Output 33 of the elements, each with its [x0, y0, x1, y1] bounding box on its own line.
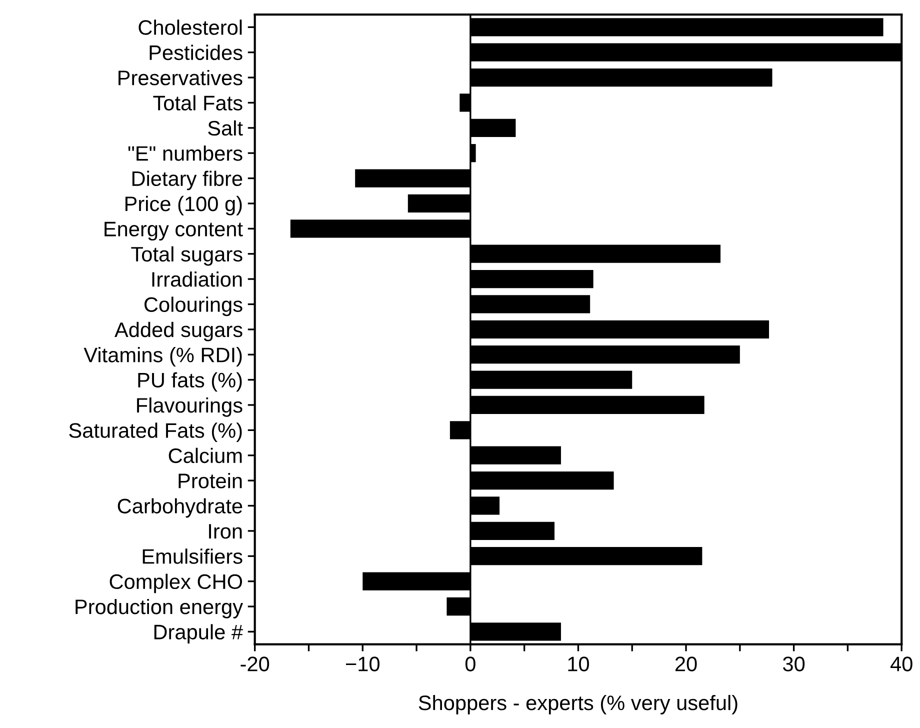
y-tick-label: Flavourings [137, 397, 242, 417]
y-tick-label: Emulsifiers [142, 548, 242, 564]
y-tick-label: "E" numbers [128, 146, 242, 161]
x-tick-label: 0 [465, 656, 476, 672]
x-tick-label: 30 [783, 656, 805, 672]
x-tick-label: −10 [346, 656, 380, 672]
y-tick-label: Pesticides [150, 44, 242, 60]
x-tick-label: 20 [675, 656, 697, 672]
y-tick-label: Carbohydrate [118, 498, 242, 518]
x-tick-label: 40 [890, 656, 912, 672]
y-tick-label: Iron [209, 524, 242, 539]
x-axis-title: Shoppers - experts (% very useful) [418, 694, 738, 714]
x-tick-label: 10 [568, 656, 589, 672]
y-tick-label: Cholesterol [138, 20, 242, 35]
y-tick-label: Drapule # [154, 624, 243, 644]
y-tick-label: Vitamins (% RDI) [84, 347, 242, 366]
y-tick-label: PU fats (%) [138, 372, 242, 392]
x-tick-label: -20 [240, 656, 270, 672]
y-tick-label: Colourings [144, 296, 242, 316]
y-tick-label: Energy content [104, 222, 243, 241]
y-tick-label: Preservatives [118, 70, 242, 86]
y-tick-label: Total Fats [153, 95, 242, 110]
y-tick-label: Irradiation [152, 271, 242, 287]
y-tick-label: Complex CHO [110, 574, 242, 594]
y-tick-label: Price (100 g) [125, 196, 242, 216]
y-tick-label: Salt [208, 120, 243, 136]
y-tick-label: Production energy [76, 598, 244, 618]
y-tick-label: Protein [178, 473, 242, 488]
y-tick-label: Total sugars [131, 246, 242, 266]
y-tick-label: Added sugars [114, 322, 242, 342]
y-tick-label: Saturated Fats (%) [69, 422, 242, 442]
y-tick-label: Dietary fibre [132, 170, 242, 190]
y-tick-label: Calcium [168, 448, 242, 464]
